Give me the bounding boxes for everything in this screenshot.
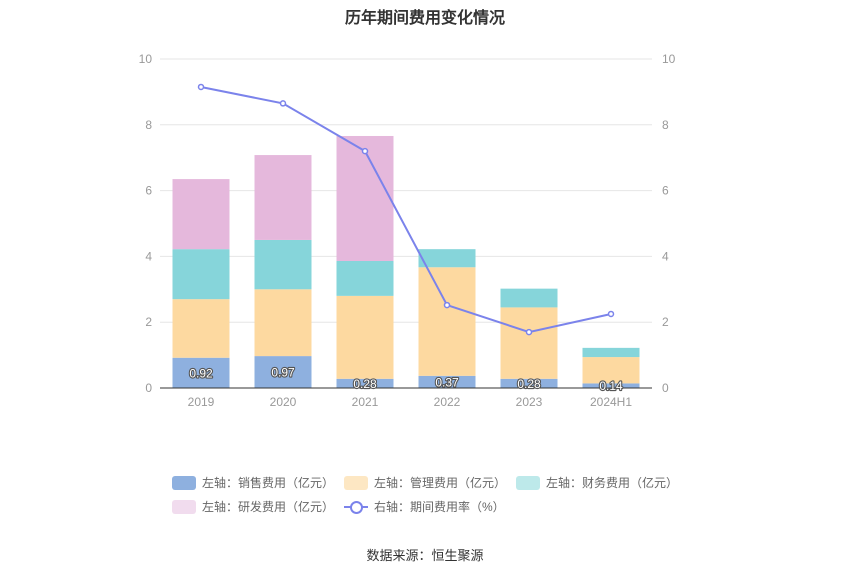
bar-segment — [336, 261, 394, 296]
bar-segment — [500, 307, 558, 379]
bar-segment — [254, 239, 312, 290]
bar-segment — [172, 179, 230, 250]
rate-point — [443, 301, 451, 309]
bar-segment — [582, 357, 640, 384]
bar-segment — [336, 135, 394, 262]
bar-segment — [254, 356, 312, 388]
rate-point — [197, 83, 205, 91]
x-tick-label: 2021 — [352, 395, 379, 409]
bar-segment — [418, 249, 476, 268]
y-left-tick-label: 10 — [139, 52, 153, 66]
chart-title: 历年期间费用变化情况 — [344, 10, 505, 27]
bar-segment — [582, 347, 640, 358]
rate-point — [279, 100, 287, 107]
x-tick-label: 2019 — [188, 395, 215, 409]
y-right-tick-label: 6 — [662, 184, 669, 198]
bar-segment — [172, 249, 230, 300]
bar-data-label: 0.28 — [517, 377, 541, 391]
rate-point — [361, 147, 369, 155]
y-left-tick-label: 0 — [145, 381, 152, 395]
bar-segment — [254, 155, 312, 240]
x-tick-label: 2024H1 — [590, 395, 632, 409]
bar-data-label: 0.14 — [599, 379, 623, 393]
y-left-tick-label: 8 — [145, 118, 152, 132]
bar-data-label: 0.28 — [353, 377, 377, 391]
bar-data-label: 0.37 — [435, 375, 459, 389]
y-left-tick-label: 6 — [145, 184, 152, 198]
bar-segment — [172, 299, 230, 358]
bar-segment — [336, 295, 394, 379]
bar-segment — [500, 288, 558, 308]
y-left-tick-label: 4 — [145, 249, 152, 263]
rate-point — [607, 310, 615, 318]
x-tick-label: 2023 — [516, 395, 543, 409]
bar-data-label: 0.92 — [189, 366, 213, 380]
bar-segment — [172, 357, 230, 388]
rate-point — [525, 328, 533, 336]
x-tick-label: 2020 — [270, 395, 297, 409]
rate-line — [200, 85, 612, 334]
y-right-tick-label: 0 — [662, 381, 669, 395]
y-right-tick-label: 8 — [662, 118, 669, 132]
y-right-tick-label: 2 — [662, 315, 669, 329]
bar-segment — [582, 383, 640, 388]
bar-segment — [418, 375, 476, 388]
x-tick-label: 2022 — [434, 395, 461, 409]
data-source-note: 数据来源：恒生聚源 — [366, 548, 484, 563]
y-left-tick-label: 2 — [145, 315, 152, 329]
bar-segment — [254, 289, 312, 357]
bar-segment — [418, 267, 476, 376]
bar-segment — [500, 378, 558, 388]
y-right-tick-label: 10 — [662, 52, 676, 66]
bar-segment — [336, 378, 394, 388]
y-right-tick-label: 4 — [662, 249, 669, 263]
bar-data-label: 0.97 — [271, 366, 295, 380]
